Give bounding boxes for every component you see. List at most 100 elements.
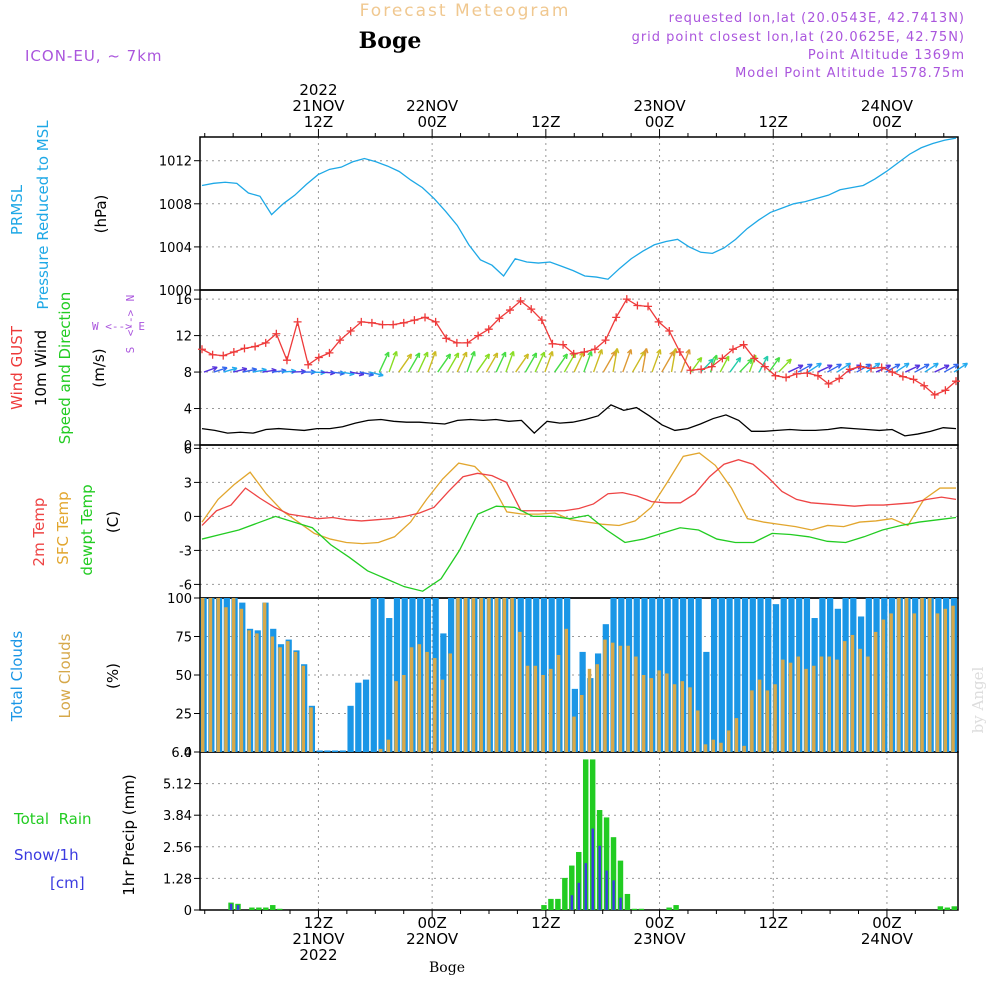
low-cloud-bar bbox=[448, 653, 452, 752]
total-cloud-bar bbox=[757, 598, 764, 752]
wind-arrow bbox=[554, 353, 568, 373]
low-cloud-bar bbox=[556, 654, 561, 752]
gust-line-marker bbox=[484, 325, 493, 334]
time-label-top: 2022 bbox=[299, 81, 337, 99]
low-cloud-bar bbox=[889, 613, 893, 752]
wind-arrow bbox=[407, 352, 421, 373]
low-cloud-bar bbox=[247, 630, 251, 752]
low-cloud-bar bbox=[935, 613, 940, 752]
rain-bar bbox=[944, 907, 951, 910]
low-cloud-bar bbox=[835, 659, 839, 752]
low-cloud-bar bbox=[912, 613, 917, 752]
pressure-unit: (hPa) bbox=[92, 195, 110, 234]
gust-line-marker bbox=[707, 362, 716, 371]
gust-line-marker bbox=[622, 295, 631, 304]
low-cloud-bar bbox=[696, 710, 700, 752]
rain-bar bbox=[673, 905, 679, 910]
low-cloud-bar bbox=[286, 641, 290, 752]
low-cloud-bar bbox=[425, 651, 429, 752]
gust-line-marker bbox=[612, 313, 621, 322]
chart-title: Forecast Meteogram bbox=[360, 1, 571, 21]
snow-unit-label: [cm] bbox=[50, 874, 85, 892]
total-cloud-bar bbox=[749, 598, 756, 752]
wind-arrow bbox=[739, 358, 753, 373]
wind-arrow bbox=[437, 353, 452, 373]
low-cloud-bar bbox=[409, 647, 414, 752]
gust-line-marker bbox=[325, 348, 334, 357]
total-cloud-bar bbox=[331, 750, 339, 752]
low-cloud-bar bbox=[719, 742, 723, 752]
wind-unit: (m/s) bbox=[90, 348, 108, 387]
gust-line-marker bbox=[760, 362, 769, 371]
gust-line-marker bbox=[516, 296, 525, 305]
wind-arrow bbox=[817, 364, 833, 373]
gust-line-marker bbox=[431, 317, 440, 326]
low-cloud-bar bbox=[231, 598, 236, 752]
low-cloud-bar bbox=[479, 598, 483, 752]
wind-arrow bbox=[446, 352, 460, 373]
y-tick-label: 75 bbox=[175, 631, 192, 646]
y-tick-label: 0 bbox=[184, 746, 192, 761]
gust-line-marker bbox=[527, 305, 536, 314]
wind-arrow bbox=[768, 356, 781, 373]
wind-arrow bbox=[515, 353, 529, 373]
low-cloud-bar bbox=[657, 670, 661, 752]
low-cloud-bar bbox=[904, 598, 909, 752]
wind-arrow bbox=[788, 364, 804, 373]
gust-line-marker bbox=[771, 371, 780, 380]
total-cloud-bar bbox=[687, 598, 695, 752]
total-cloud-bar bbox=[726, 598, 733, 752]
snow-bar bbox=[570, 895, 574, 910]
plot-area: 10001004100810120481216-6-30360255075100… bbox=[159, 81, 969, 964]
total-cloud-bar bbox=[362, 679, 370, 752]
total-cloud-bar bbox=[347, 705, 354, 752]
wind-arrow bbox=[797, 363, 813, 373]
gust-line-marker bbox=[389, 320, 398, 329]
low-cloud-bar bbox=[487, 598, 491, 752]
snow-bar bbox=[591, 828, 594, 910]
time-label-top: 00Z bbox=[417, 113, 446, 131]
gust-line-marker bbox=[442, 334, 451, 343]
y-tick-label: 4 bbox=[184, 403, 192, 418]
snow-bar bbox=[598, 845, 601, 910]
gust-line-marker bbox=[569, 349, 578, 358]
gust-line-marker bbox=[559, 340, 568, 349]
low-cloud-bar bbox=[224, 607, 228, 752]
total-cloud-bar bbox=[378, 598, 385, 752]
gust-line-marker bbox=[654, 317, 663, 326]
wind-arrow bbox=[223, 366, 238, 373]
wind-labels: Wind GUST 10m Wind Speed and Direction (… bbox=[8, 292, 145, 445]
snow-bar bbox=[577, 882, 581, 910]
low-cloud-bar bbox=[812, 665, 816, 752]
gust-line-marker bbox=[803, 368, 812, 377]
compass-ns-arrow: <--> bbox=[124, 309, 137, 336]
low-cloud-bar bbox=[634, 656, 638, 752]
low-cloud-bar bbox=[549, 668, 553, 752]
low-cloud-bar bbox=[572, 716, 576, 752]
y-tick-label: 12 bbox=[175, 330, 192, 345]
gust-line-marker bbox=[792, 369, 801, 378]
low-cloud-bar bbox=[672, 684, 677, 752]
wind-arrow bbox=[934, 364, 950, 373]
total-cloud-bar bbox=[672, 598, 679, 752]
gust-line-marker bbox=[601, 336, 610, 345]
gust-line-marker bbox=[346, 327, 355, 336]
total-cloud-bar bbox=[370, 598, 377, 752]
rain-bar bbox=[666, 907, 672, 910]
wind-arrow bbox=[544, 350, 554, 373]
gust-line-marker bbox=[888, 368, 897, 377]
total-cloud-bar bbox=[718, 598, 725, 752]
time-label-top: 00Z bbox=[645, 113, 674, 131]
grid-point-coords: grid point closest lon,lat (20.0625E, 42… bbox=[632, 30, 965, 45]
rain-label: Total Rain bbox=[13, 810, 92, 828]
low-cloud-bar bbox=[819, 656, 824, 752]
total-cloud-bar bbox=[703, 651, 710, 752]
y-tick-label: 0 bbox=[184, 439, 192, 454]
y-tick-label: -3 bbox=[179, 544, 192, 559]
wind-arrow bbox=[495, 351, 507, 373]
snow-bar bbox=[605, 870, 608, 910]
y-tick-label: 6.4 bbox=[171, 746, 192, 761]
low-cloud-bar bbox=[533, 665, 538, 752]
gust-line-marker bbox=[474, 331, 483, 340]
